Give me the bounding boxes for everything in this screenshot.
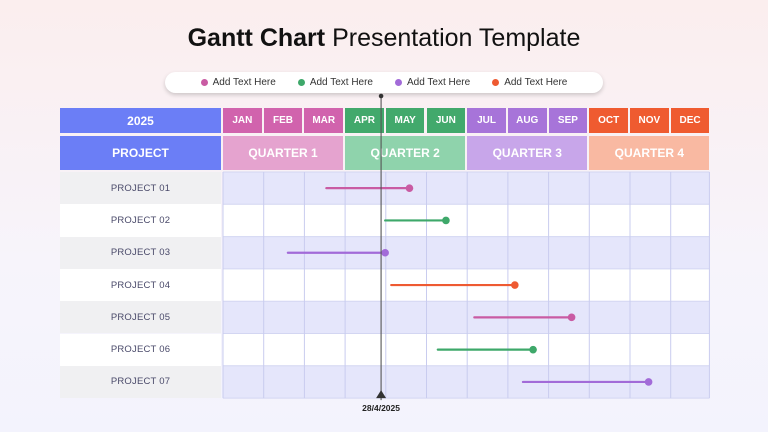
month-aug: AUG	[507, 108, 547, 133]
today-date-label: 28/4/2025	[362, 403, 400, 414]
quarter-1: QUARTER 1	[223, 136, 344, 170]
legend-label: Add Text Here	[504, 77, 568, 88]
month-jan: JAN	[223, 108, 262, 133]
task-end-dot	[529, 345, 537, 354]
chart-row-background	[223, 172, 710, 205]
legend-label: Add Text Here	[309, 77, 373, 88]
month-feb: FEB	[263, 108, 303, 133]
month-apr: APR	[345, 108, 384, 133]
month-jul: JUL	[467, 108, 506, 133]
month-jun: JUN	[426, 108, 466, 133]
project-row-label: PROJECT 07	[60, 365, 221, 399]
project-row-label: PROJECT 02	[60, 204, 221, 237]
page-title: Gantt Chart Presentation Template	[0, 24, 768, 53]
month-sep: SEP	[548, 108, 588, 133]
month-may: MAY	[385, 108, 425, 133]
quarter-4: QUARTER 4	[589, 136, 710, 170]
project-row-label: PROJECT 04	[60, 268, 221, 302]
month-dec: DEC	[670, 108, 710, 133]
quarter-3: QUARTER 3	[467, 136, 588, 170]
project-row-label: PROJECT 05	[60, 301, 221, 334]
legend-item: Add Text Here	[297, 77, 373, 88]
legend-label: Add Text Here	[212, 77, 276, 88]
task-end-dot	[442, 216, 450, 225]
today-line-top-dot	[378, 93, 384, 99]
legend-item: Add Text Here	[395, 77, 470, 88]
title-light: Presentation Template	[332, 24, 581, 52]
chart-row-background	[223, 301, 710, 334]
quarter-2: QUARTER 2	[345, 136, 466, 170]
legend-item: Add Text Here	[492, 77, 567, 88]
task-end-dot	[405, 184, 414, 192]
project-column-header: PROJECT	[60, 136, 221, 170]
month-oct: OCT	[589, 108, 628, 133]
title-bold: Gantt Chart	[187, 24, 326, 52]
task-end-dot	[644, 378, 653, 386]
month-nov: NOV	[630, 108, 669, 133]
legend-dot-icon	[395, 79, 402, 86]
chart-row-background	[223, 204, 710, 237]
legend-dot-icon	[492, 79, 500, 86]
task-end-dot	[511, 281, 519, 289]
today-marker-triangle-icon	[376, 390, 387, 399]
legend: Add Text Here Add Text Here Add Text Here A…	[165, 72, 603, 93]
task-end-dot	[567, 313, 576, 322]
year-cell: 2025	[60, 108, 221, 133]
project-row-label: PROJECT 06	[60, 333, 221, 366]
project-row-label: PROJECT 01	[60, 172, 221, 205]
project-row-label: PROJECT 03	[60, 236, 221, 269]
month-mar: MAR	[304, 108, 344, 133]
gantt-chart-area	[222, 93, 710, 401]
legend-dot-icon	[297, 79, 305, 86]
legend-label: Add Text Here	[407, 77, 471, 88]
legend-item: Add Text Here	[200, 77, 276, 88]
legend-dot-icon	[200, 79, 208, 86]
task-end-dot	[381, 248, 389, 257]
